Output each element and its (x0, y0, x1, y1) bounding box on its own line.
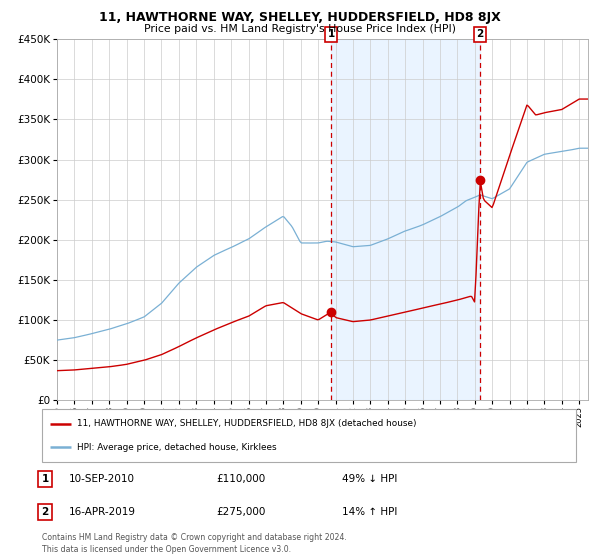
Text: 49% ↓ HPI: 49% ↓ HPI (342, 474, 397, 484)
Text: Contains HM Land Registry data © Crown copyright and database right 2024.: Contains HM Land Registry data © Crown c… (42, 533, 347, 542)
Text: HPI: Average price, detached house, Kirklees: HPI: Average price, detached house, Kirk… (77, 442, 277, 451)
Text: 1: 1 (41, 474, 49, 484)
Text: £110,000: £110,000 (216, 474, 265, 484)
Text: Price paid vs. HM Land Registry's House Price Index (HPI): Price paid vs. HM Land Registry's House … (144, 24, 456, 34)
Text: 2: 2 (41, 507, 49, 517)
Text: This data is licensed under the Open Government Licence v3.0.: This data is licensed under the Open Gov… (42, 545, 291, 554)
Text: 11, HAWTHORNE WAY, SHELLEY, HUDDERSFIELD, HD8 8JX: 11, HAWTHORNE WAY, SHELLEY, HUDDERSFIELD… (99, 11, 501, 24)
FancyBboxPatch shape (42, 409, 576, 462)
Text: 2: 2 (476, 29, 484, 39)
Text: 14% ↑ HPI: 14% ↑ HPI (342, 507, 397, 517)
Text: £275,000: £275,000 (216, 507, 265, 517)
Text: 16-APR-2019: 16-APR-2019 (69, 507, 136, 517)
Bar (331, 39, 480, 400)
Text: 11, HAWTHORNE WAY, SHELLEY, HUDDERSFIELD, HD8 8JX (detached house): 11, HAWTHORNE WAY, SHELLEY, HUDDERSFIELD… (77, 419, 416, 428)
Text: 10-SEP-2010: 10-SEP-2010 (69, 474, 135, 484)
Text: 1: 1 (328, 29, 335, 39)
